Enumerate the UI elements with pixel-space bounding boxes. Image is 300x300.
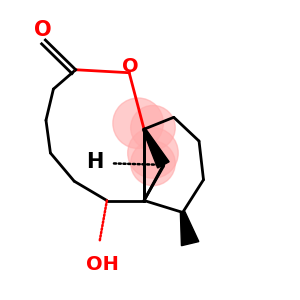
Polygon shape xyxy=(180,212,199,246)
Circle shape xyxy=(131,105,175,150)
Text: OH: OH xyxy=(86,255,119,274)
Text: O: O xyxy=(34,20,51,40)
Text: H: H xyxy=(86,152,104,172)
Circle shape xyxy=(131,141,175,186)
Polygon shape xyxy=(143,128,169,168)
Text: O: O xyxy=(122,57,139,76)
Circle shape xyxy=(128,128,178,178)
Circle shape xyxy=(113,98,164,148)
